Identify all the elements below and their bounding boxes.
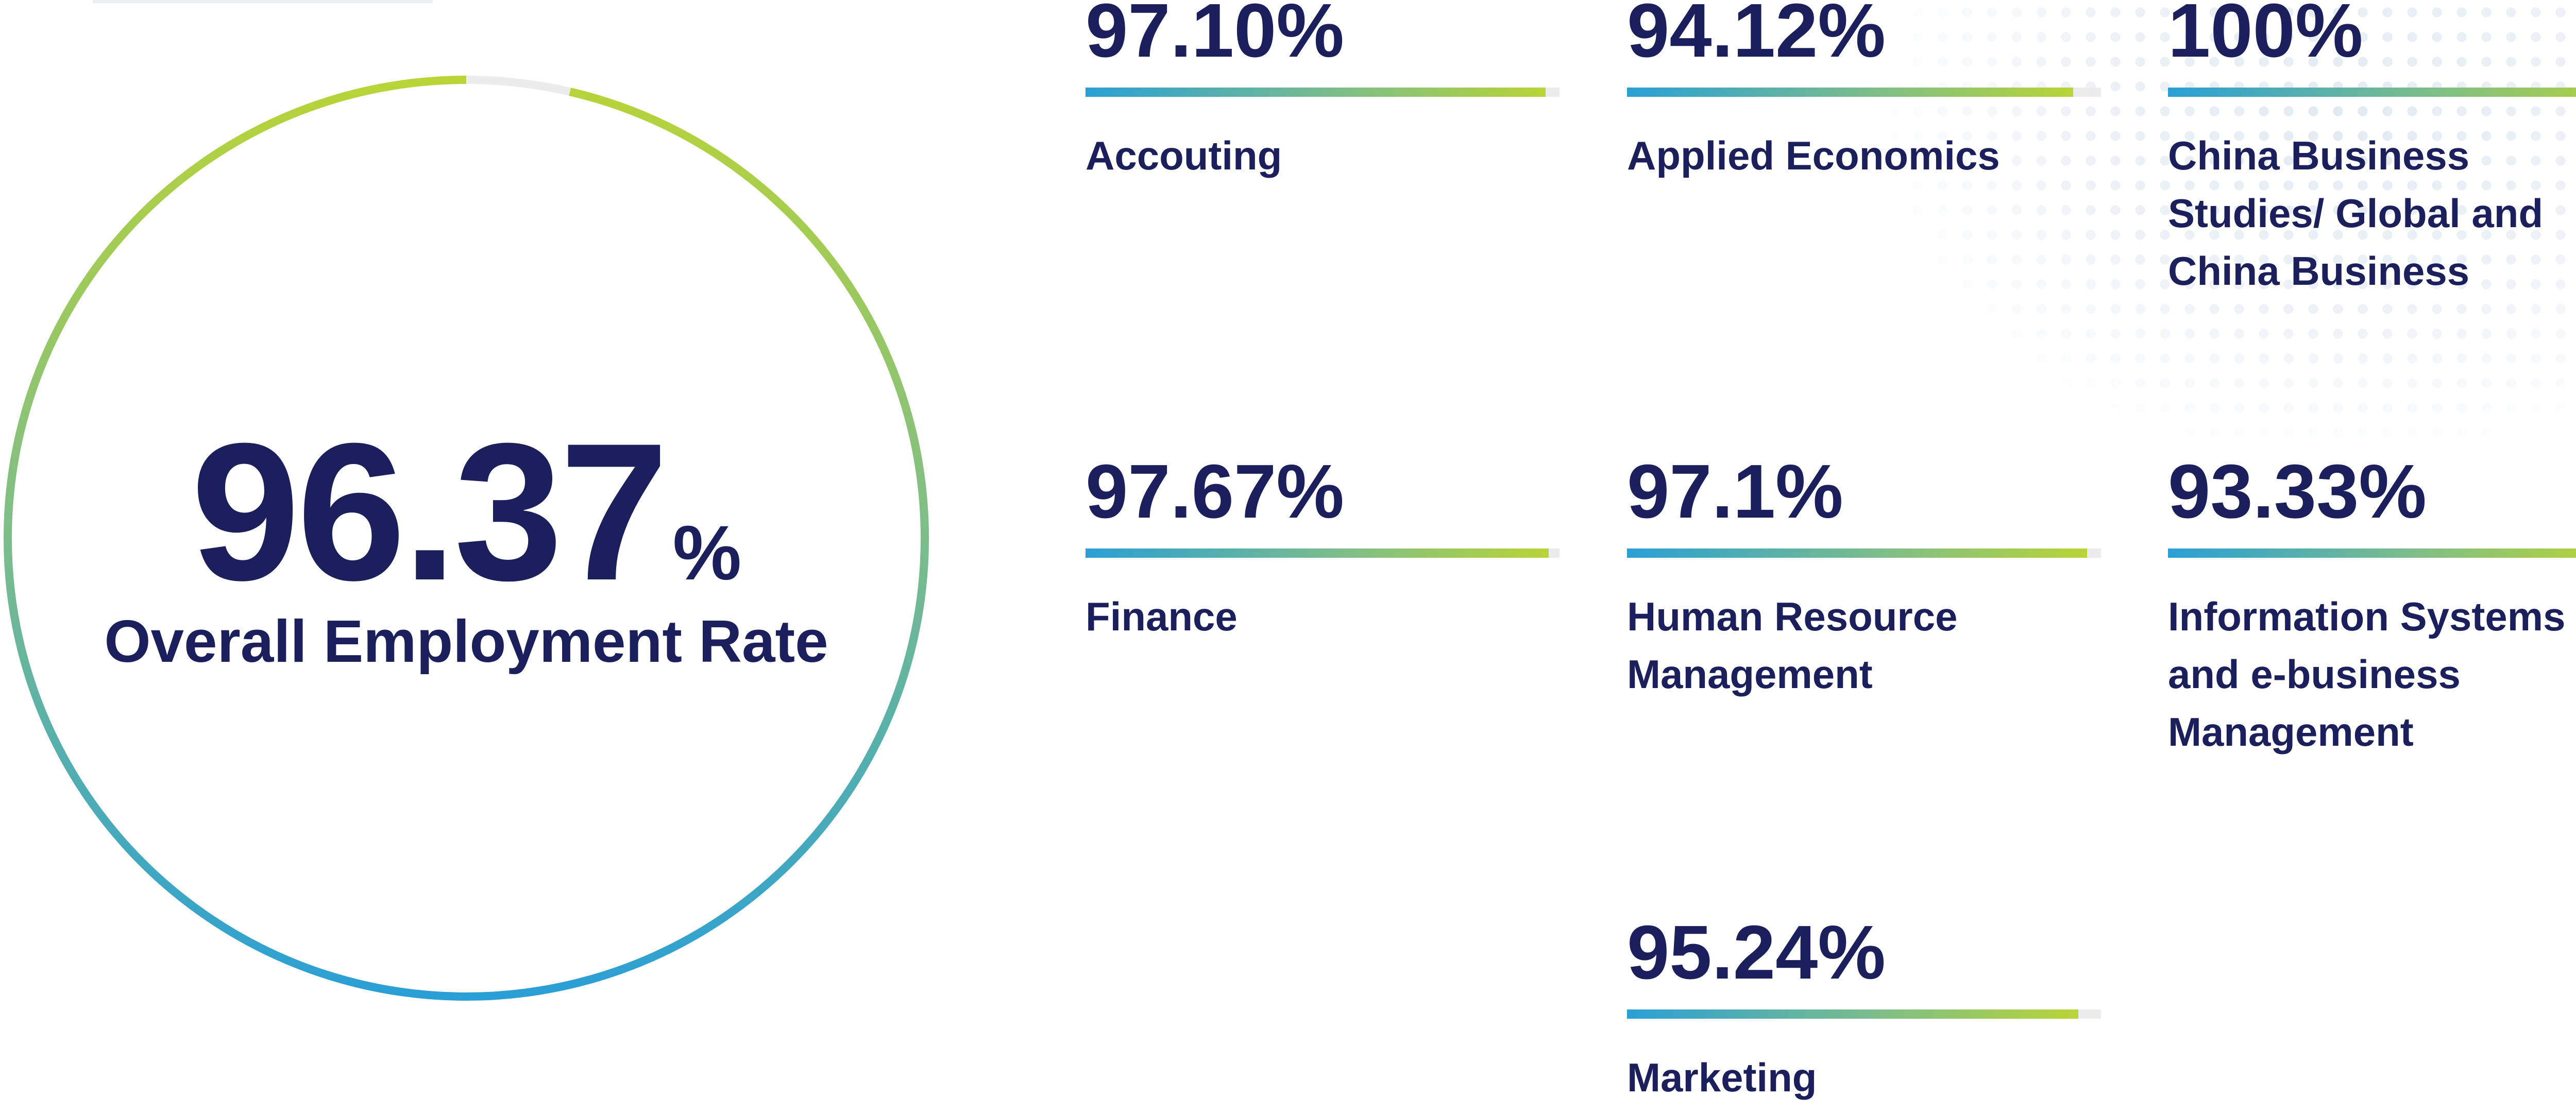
top-divider xyxy=(93,0,433,3)
stat-label: Applied Economics xyxy=(1627,133,2000,178)
stat-label: Human Resource Management xyxy=(1627,594,1958,697)
stat-progress-fill xyxy=(2168,88,2576,97)
dotted-map-background xyxy=(1880,0,2576,464)
stat-label: Finance xyxy=(1086,594,1238,639)
stat-progress-fill xyxy=(1627,549,2088,558)
stat-value: 93.33% xyxy=(2168,449,2427,534)
stat-value: 94.12% xyxy=(1627,0,1886,73)
overall-rate-unit: % xyxy=(672,509,742,596)
stat-progress-bar xyxy=(1086,549,1560,558)
overall-ring-text: 96.37% Overall Employment Rate xyxy=(0,72,933,1004)
stat-applied-economics: 94.12% Applied Economics xyxy=(1627,0,2142,184)
stat-progress-bar xyxy=(1627,88,2101,97)
stat-progress-bar xyxy=(1627,549,2101,558)
stat-progress-fill xyxy=(1086,88,1546,97)
stat-information-systems: 93.33% Information Systems and e-busines… xyxy=(2168,451,2576,761)
stat-china-business: 100% China Business Studies/ Global and … xyxy=(2168,0,2576,300)
overall-rate-value: 96.37% xyxy=(0,399,933,624)
stat-human-resource-management: 97.1% Human Resource Management xyxy=(1627,451,2142,703)
stat-value: 95.24% xyxy=(1627,910,1886,995)
stat-value: 97.10% xyxy=(1086,0,1344,73)
stat-progress-fill xyxy=(1086,549,1549,558)
overall-rate-number: 96.37 xyxy=(191,402,669,621)
stat-label: Marketing xyxy=(1627,1055,1817,1100)
overall-rate-label: Overall Employment Rate xyxy=(104,608,828,675)
stat-accounting: 97.10% Accouting xyxy=(1086,0,1601,184)
ring-progress-arc xyxy=(4,76,929,1001)
stat-progress-bar xyxy=(1086,88,1560,97)
stat-finance: 97.67% Finance xyxy=(1086,451,1601,645)
stat-value: 97.1% xyxy=(1627,449,1843,534)
stat-label: Information Systems and e-business Manag… xyxy=(2168,594,2566,755)
overall-employment-ring: 96.37% Overall Employment Rate xyxy=(0,72,933,1004)
stat-label: Accouting xyxy=(1086,133,1282,178)
stat-label: China Business Studies/ Global and China… xyxy=(2168,133,2544,294)
stat-progress-bar xyxy=(2168,549,2576,558)
overall-ring-chart xyxy=(4,76,929,1001)
stat-progress-fill xyxy=(1627,88,2073,97)
stat-progress-bar xyxy=(2168,88,2576,97)
stat-value: 100% xyxy=(2168,0,2363,73)
stat-progress-fill xyxy=(2168,549,2576,558)
stat-progress-bar xyxy=(1627,1009,2101,1019)
stat-marketing: 95.24% Marketing xyxy=(1627,912,2142,1106)
stat-value: 97.67% xyxy=(1086,449,1344,534)
stat-progress-fill xyxy=(1627,1009,2079,1019)
